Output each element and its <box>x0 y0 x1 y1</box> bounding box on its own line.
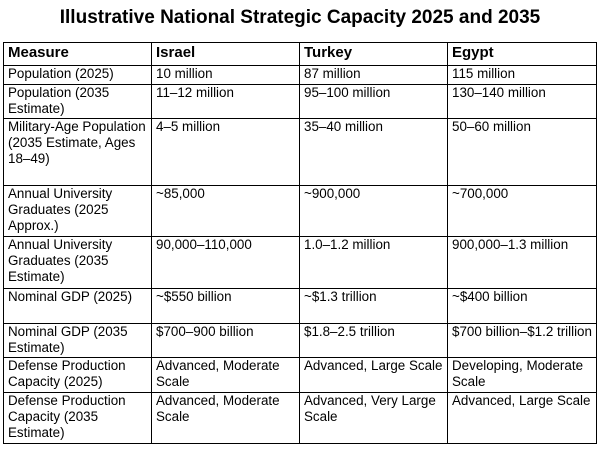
turkey-cell: $1.8–2.5 trillion <box>299 323 448 358</box>
table-header-row: Measure Israel Turkey Egypt <box>3 42 597 66</box>
column-header-turkey: Turkey <box>299 42 448 66</box>
table-row: Annual University Graduates (2025 Approx… <box>3 185 597 237</box>
turkey-cell: 35–40 million <box>299 118 448 186</box>
measure-cell: Annual University Graduates (2035 Estima… <box>3 236 152 289</box>
turkey-cell: Advanced, Very Large Scale <box>299 392 448 444</box>
table-row: Population (2035 Estimate) 11–12 million… <box>3 84 597 119</box>
turkey-cell: 87 million <box>299 65 448 85</box>
turkey-cell: Advanced, Large Scale <box>299 357 448 393</box>
egypt-cell: 130–140 million <box>447 84 597 119</box>
egypt-cell: 50–60 million <box>447 118 597 186</box>
column-header-egypt: Egypt <box>447 42 597 66</box>
turkey-cell: 1.0–1.2 million <box>299 236 448 289</box>
measure-cell: Defense Production Capacity (2025) <box>3 357 152 393</box>
israel-cell: Advanced, Moderate Scale <box>151 357 300 393</box>
table-row: Defense Production Capacity (2035 Estima… <box>3 392 597 444</box>
israel-cell: 10 million <box>151 65 300 85</box>
column-header-measure: Measure <box>3 42 152 66</box>
israel-cell: 4–5 million <box>151 118 300 186</box>
turkey-cell: ~900,000 <box>299 185 448 237</box>
table-row: Defense Production Capacity (2025) Advan… <box>3 357 597 393</box>
measure-cell: Defense Production Capacity (2035 Estima… <box>3 392 152 444</box>
table-row: Nominal GDP (2025) ~$550 billion ~$1.3 t… <box>3 288 597 324</box>
egypt-cell: ~700,000 <box>447 185 597 237</box>
israel-cell: 11–12 million <box>151 84 300 119</box>
measure-cell: Population (2035 Estimate) <box>3 84 152 119</box>
egypt-cell: 900,000–1.3 million <box>447 236 597 289</box>
israel-cell: ~$550 billion <box>151 288 300 324</box>
capacity-table: Measure Israel Turkey Egypt Population (… <box>3 42 597 444</box>
israel-cell: Advanced, Moderate Scale <box>151 392 300 444</box>
egypt-cell: Advanced, Large Scale <box>447 392 597 444</box>
turkey-cell: ~$1.3 trillion <box>299 288 448 324</box>
israel-cell: 90,000–110,000 <box>151 236 300 289</box>
measure-cell: Nominal GDP (2035 Estimate) <box>3 323 152 358</box>
turkey-cell: 95–100 million <box>299 84 448 119</box>
israel-cell: ~85,000 <box>151 185 300 237</box>
egypt-cell: ~$400 billion <box>447 288 597 324</box>
measure-cell: Nominal GDP (2025) <box>3 288 152 324</box>
egypt-cell: $700 billion–$1.2 trillion <box>447 323 597 358</box>
israel-cell: $700–900 billion <box>151 323 300 358</box>
table-row: Nominal GDP (2035 Estimate) $700–900 bil… <box>3 323 597 358</box>
table-row: Military-Age Population (2035 Estimate, … <box>3 118 597 186</box>
egypt-cell: 115 million <box>447 65 597 85</box>
table-row: Annual University Graduates (2035 Estima… <box>3 236 597 289</box>
measure-cell: Annual University Graduates (2025 Approx… <box>3 185 152 237</box>
egypt-cell: Developing, Moderate Scale <box>447 357 597 393</box>
table-row: Population (2025) 10 million 87 million … <box>3 65 597 85</box>
measure-cell: Military-Age Population (2035 Estimate, … <box>3 118 152 186</box>
measure-cell: Population (2025) <box>3 65 152 85</box>
page-title: Illustrative National Strategic Capacity… <box>59 7 541 28</box>
column-header-israel: Israel <box>151 42 300 66</box>
